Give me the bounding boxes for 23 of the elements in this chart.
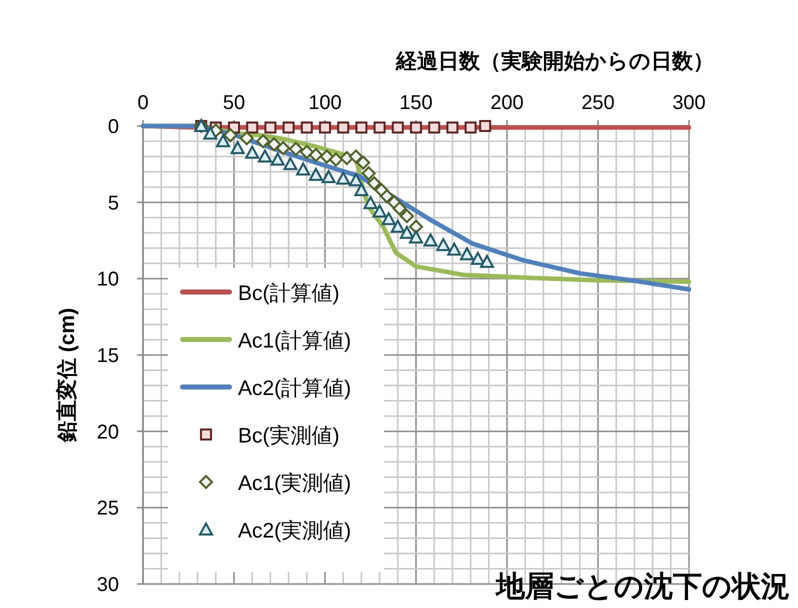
y-tick-label: 30: [96, 574, 119, 596]
y-tick-label: 15: [96, 345, 119, 367]
x-axis-title: 経過日数（実験開始からの日数）: [395, 49, 714, 73]
legend-label: Bc(実測値): [238, 424, 340, 448]
y-tick-label: 5: [108, 192, 119, 214]
legend-label: Ac2(計算値): [238, 377, 352, 400]
legend-label: Ac1(実測値): [238, 472, 352, 495]
x-tick-label: 200: [490, 92, 524, 114]
x-tick-label: 150: [399, 92, 433, 114]
y-axis-title: 鉛直変位 (cm): [55, 308, 79, 444]
x-tick-label: 250: [581, 92, 615, 114]
y-tick-label: 20: [96, 421, 119, 444]
legend-label: Ac1(計算値): [238, 330, 352, 352]
x-tick-label: 0: [137, 92, 149, 114]
y-tick-label: 10: [96, 268, 119, 291]
x-tick-label: 300: [672, 92, 706, 114]
x-tick-label: 100: [308, 92, 342, 114]
legend-label: Bc(計算値): [238, 282, 340, 305]
legend-label: Ac2(実測値): [238, 520, 352, 542]
x-tick-label: 50: [222, 92, 246, 114]
y-tick-label: 25: [96, 498, 119, 520]
y-tick-label: 0: [108, 116, 119, 138]
annotation: 地層ごとの沈下の状況: [494, 571, 790, 603]
